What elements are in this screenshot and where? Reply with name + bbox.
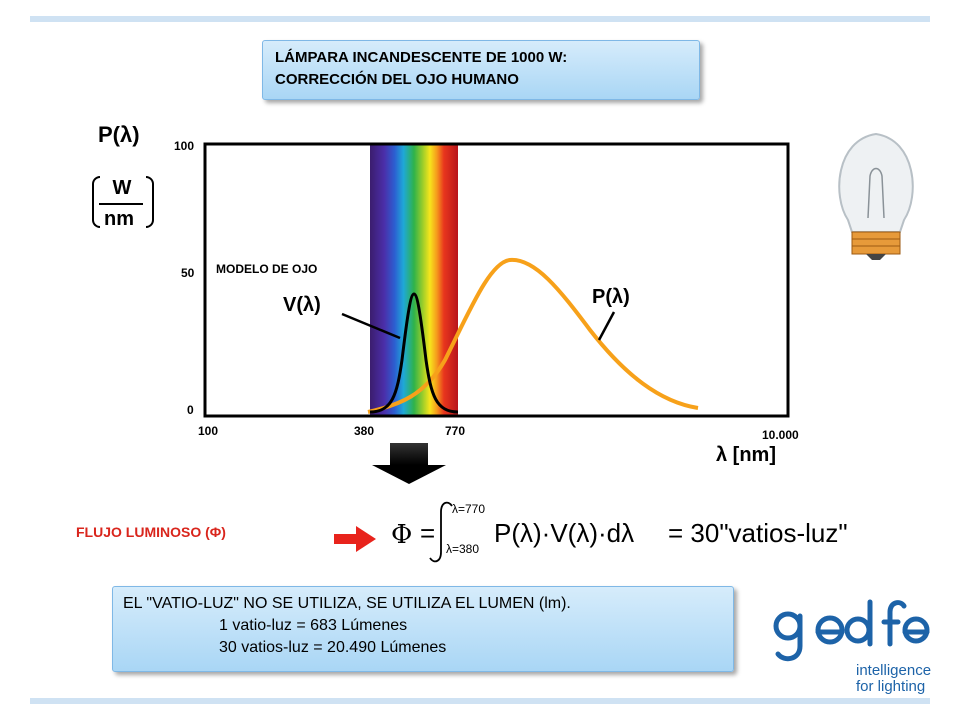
info-line-1: EL "VATIO-LUZ" NO SE UTILIZA, SE UTILIZA… <box>123 595 571 612</box>
lightbulb-icon <box>838 132 914 260</box>
logo-tagline-1: intelligence <box>856 662 932 679</box>
x-tick-10000: 10.000 <box>762 428 799 442</box>
y-unit-numerator: W <box>112 177 132 199</box>
info-line-2: 1 vatio-luz = 683 Lúmenes <box>219 617 408 634</box>
formula-phi: Φ <box>391 520 413 550</box>
title-box: LÁMPARA INCANDESCENTE DE 1000 W: CORRECC… <box>262 40 700 100</box>
title-line-1: LÁMPARA INCANDESCENTE DE 1000 W: <box>275 49 568 66</box>
y-unit-fraction-bar <box>99 203 143 205</box>
info-box: EL "VATIO-LUZ" NO SE UTILIZA, SE UTILIZA… <box>112 586 734 672</box>
info-line-3: 30 vatios-luz = 20.490 Lúmenes <box>219 639 447 656</box>
formula-lower-limit: λ=380 <box>446 542 480 556</box>
title-line-2: CORRECCIÓN DEL OJO HUMANO <box>275 71 519 88</box>
x-axis-label: λ [nm] <box>716 444 776 466</box>
v-lambda-label: V(λ) <box>283 294 321 316</box>
down-arrow-shaft <box>390 443 428 465</box>
formula-eq: = <box>420 518 436 548</box>
p-lambda-label: P(λ) <box>592 286 630 308</box>
red-arrow-shaft <box>334 534 358 544</box>
y-tick-100: 100 <box>174 139 195 153</box>
visible-spectrum-band <box>370 144 458 416</box>
y-tick-50: 50 <box>181 266 195 280</box>
luminous-flux-label: FLUJO LUMINOSO (Φ) <box>76 524 226 540</box>
gedfe-logo-mark <box>773 599 930 662</box>
top-rule <box>30 16 930 22</box>
y-axis-label: P(λ) <box>98 122 140 147</box>
plot-frame <box>203 142 790 418</box>
red-arrow-head <box>356 526 376 552</box>
v-label-pointer <box>341 312 401 340</box>
bottom-rule <box>30 698 930 704</box>
logo-tagline-2: for lighting <box>856 678 926 695</box>
formula-integrand: P(λ)·V(λ)·dλ <box>494 518 635 548</box>
down-arrow-head <box>372 465 446 484</box>
formula-result: = 30"vatios-luz" <box>668 518 848 548</box>
y-tick-0: 0 <box>187 403 194 417</box>
p-label-pointer <box>597 311 616 341</box>
x-tick-770: 770 <box>445 424 466 438</box>
x-tick-380: 380 <box>354 424 375 438</box>
formula-upper-limit: λ=770 <box>452 502 486 516</box>
eye-model-label: MODELO DE OJO <box>216 262 318 276</box>
x-tick-100: 100 <box>198 424 219 438</box>
power-curve <box>367 257 699 414</box>
y-unit-denominator: nm <box>104 208 134 230</box>
eye-sensitivity-curve <box>369 292 459 414</box>
integral-sign <box>429 501 453 563</box>
unit-bracket-left <box>92 176 100 228</box>
